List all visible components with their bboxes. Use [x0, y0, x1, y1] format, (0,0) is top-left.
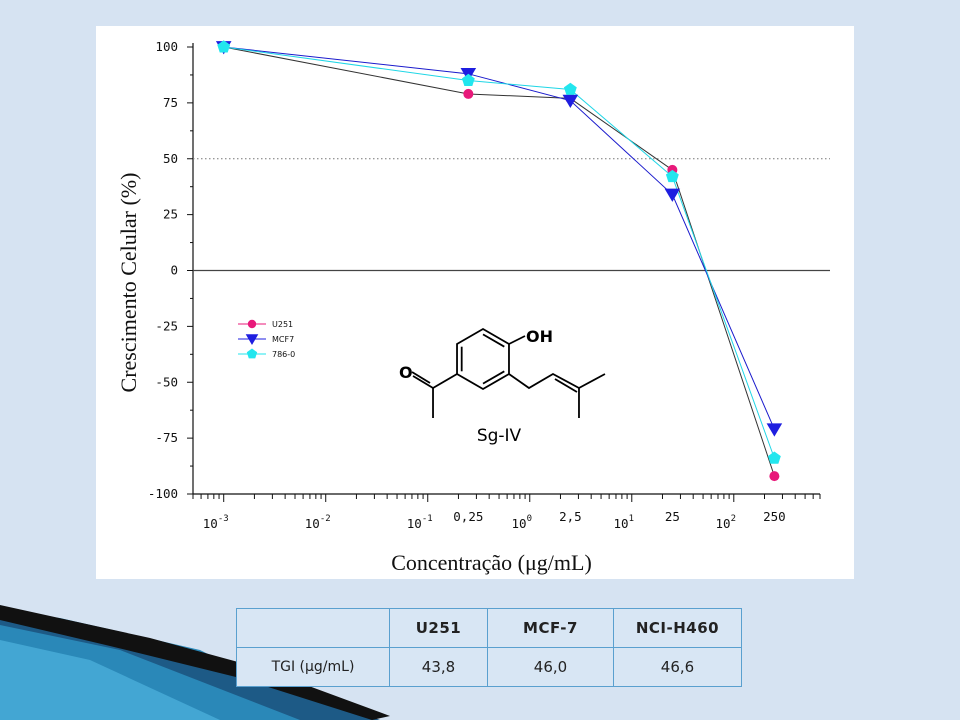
chemical-structure: [411, 327, 606, 418]
legend-marker-mcf7: [245, 334, 259, 345]
y-tick-label: 0: [170, 263, 178, 278]
table-header-row: U251 MCF-7 NCI-H460: [236, 608, 742, 648]
x-value-label: 0,25: [453, 509, 483, 524]
compound-label: Sg-IV: [477, 426, 522, 446]
y-tick-label: -75: [155, 430, 178, 445]
ring-double-bond: [482, 370, 505, 385]
acetyl-bond: [432, 373, 458, 389]
tgi-table: U251 MCF-7 NCI-H460 TGI (μg/mL) 43,8 46,…: [236, 608, 742, 687]
chart-legend: U251 MCF7 786-0: [238, 319, 295, 359]
y-tick-label: 25: [163, 207, 178, 222]
data-point-786-0: [767, 451, 781, 464]
x-tick-label: 10-2: [305, 514, 331, 531]
table-cell-u251: 43,8: [389, 647, 488, 687]
prenyl-chain: [508, 372, 580, 390]
series-line-u251: [223, 46, 775, 477]
data-point-u251: [769, 471, 780, 482]
table-cell-mcf7: 46,0: [487, 647, 614, 687]
y-tick-label: 100: [155, 39, 178, 54]
prenyl-methyl-a: [578, 373, 606, 389]
x-tick-label: 101: [614, 514, 634, 531]
y-tick-label: -50: [155, 374, 178, 389]
x-value-label: 25: [665, 509, 680, 524]
oh-bond: [508, 335, 526, 345]
data-point-786-0: [665, 169, 679, 183]
ring-double-bond: [482, 333, 505, 348]
x-tick-label: 100: [512, 514, 532, 531]
x-value-label: 2,5: [559, 509, 582, 524]
prenyl-double-bond: [554, 378, 578, 393]
legend-label-786-0: 786-0: [272, 350, 295, 359]
x-tick-label: 10-3: [203, 514, 229, 531]
chart-panel: 100 75 50 25 0 -25 -50 -75 -100 10-3 10-2 10-1 100 10…: [96, 26, 854, 579]
data-point-mcf7: [766, 423, 783, 437]
y-axis-title: Crescimento Celular (%): [116, 173, 141, 393]
table-row-label: TGI (μg/mL): [236, 647, 390, 687]
table-cell-ncih460: 46,6: [613, 647, 742, 687]
data-point-mcf7: [562, 94, 579, 109]
legend-marker-786-0: [246, 348, 258, 359]
legend-label-u251: U251: [272, 320, 293, 329]
carbonyl-bond: [412, 375, 434, 389]
x-value-label: 250: [763, 509, 786, 524]
x-tick-label: 102: [716, 514, 736, 531]
data-point-u251: [463, 88, 474, 99]
data-point-786-0: [563, 82, 577, 95]
series-line-mcf7: [223, 46, 775, 430]
benzene-ring: [456, 327, 510, 391]
table-row: TGI (μg/mL) 43,8 46,0 46,6: [236, 647, 742, 687]
data-point-786-0: [217, 40, 231, 53]
table-header-ncih460: NCI-H460: [613, 608, 742, 648]
o-label: O: [399, 363, 413, 382]
x-axis-title: Concentração (μg/mL): [391, 550, 592, 575]
table-header-empty: [236, 608, 390, 648]
x-tick-label: 10-1: [407, 514, 433, 531]
legend-marker-u251: [247, 319, 257, 329]
carbonyl-double-bond: [411, 371, 431, 384]
series-line-786-0: [223, 46, 775, 459]
data-point-mcf7: [664, 188, 681, 202]
y-tick-label: -100: [148, 486, 178, 501]
table-header-mcf7: MCF-7: [487, 608, 614, 648]
legend-label-mcf7: MCF7: [272, 335, 294, 344]
y-tick-label: -25: [155, 318, 178, 333]
oh-label: OH: [526, 327, 553, 346]
y-tick-label: 75: [163, 95, 178, 110]
y-tick-label: 50: [163, 151, 178, 166]
data-point-786-0: [461, 73, 475, 86]
table-header-u251: U251: [389, 608, 488, 648]
